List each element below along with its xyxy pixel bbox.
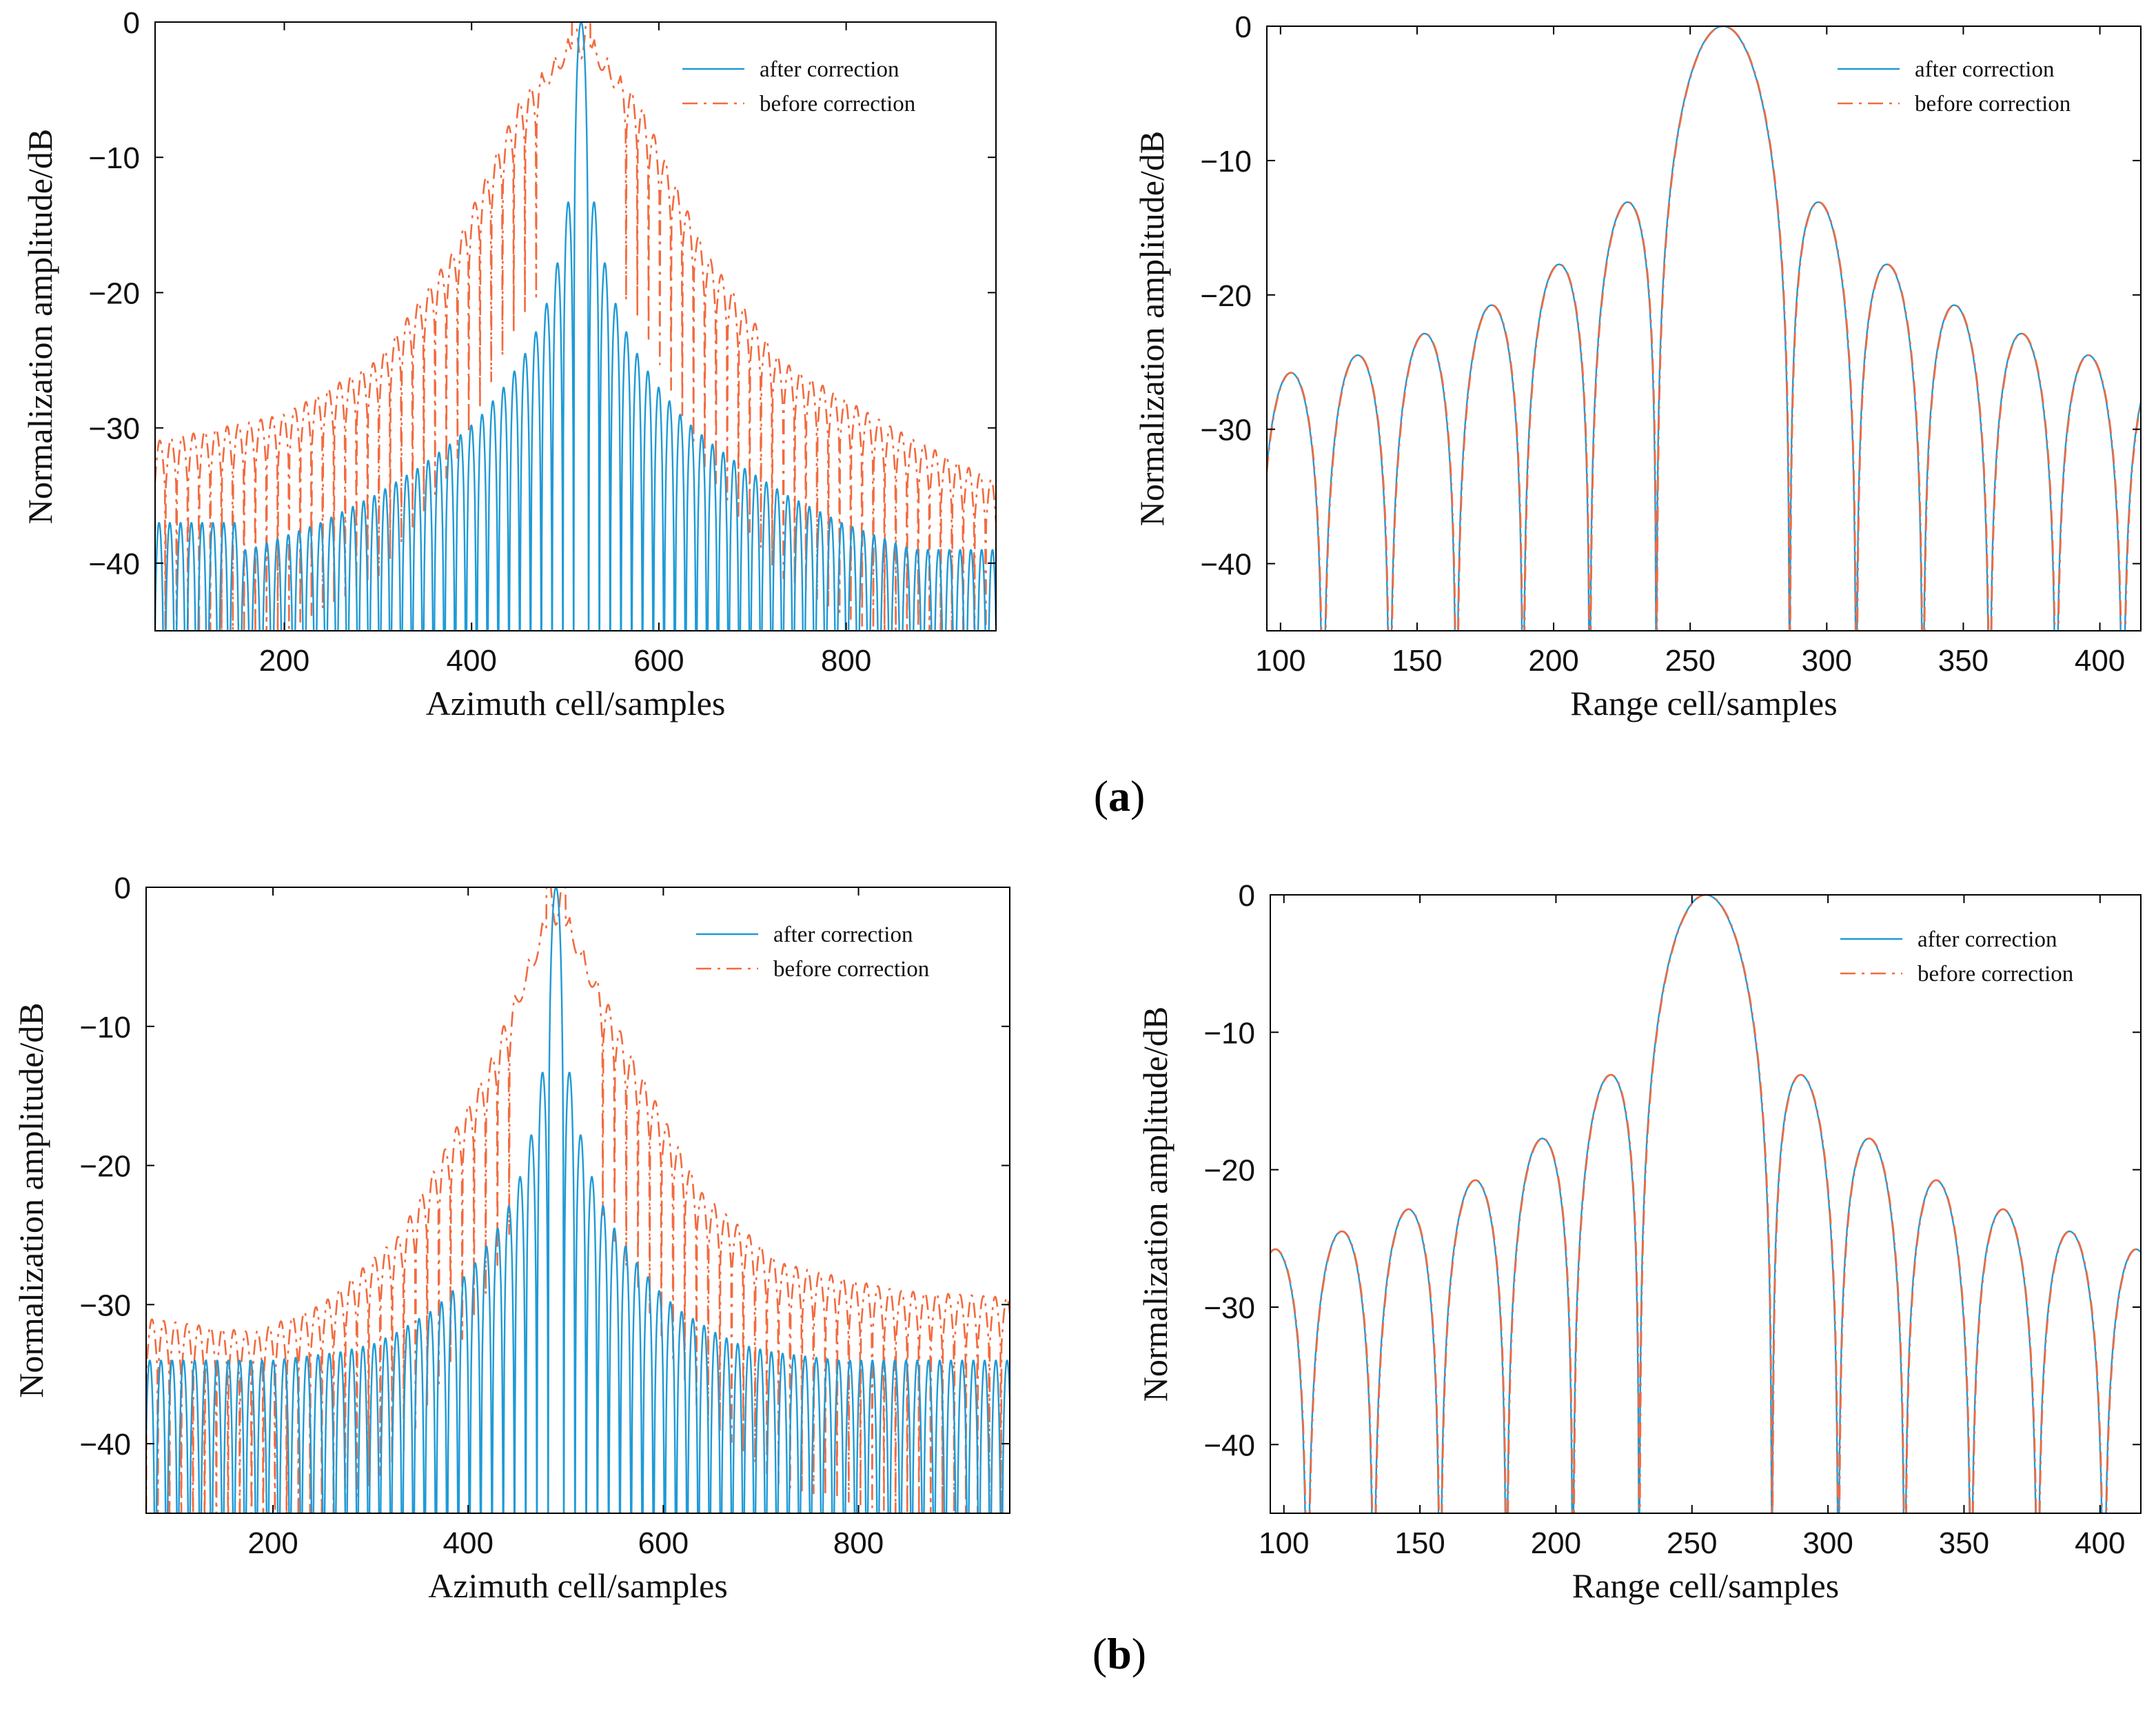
- x-tick-label: 800: [821, 644, 871, 678]
- chart-b-azimuth: 200 400 600 800 0 −10 −20 −30 −40 Azimuth cell/sa…: [12, 871, 1010, 1605]
- x-tick-label: 800: [833, 1526, 884, 1560]
- chart-b-range: 100 150 200 250 300 350 400 0 −10 −20 −30 −40 Range …: [1136, 879, 2142, 1605]
- x-axis-label: Azimuth cell/samples: [428, 1566, 728, 1605]
- y-tick-label: −10: [1203, 1016, 1255, 1050]
- x-tick-label: 400: [446, 644, 496, 678]
- legend-label: before correction: [773, 957, 929, 982]
- x-tick-label: 600: [638, 1526, 689, 1560]
- y-tick-label: −30: [1200, 414, 1252, 447]
- x-tick-label: 350: [1939, 1526, 1989, 1560]
- x-tick-label: 150: [1394, 1526, 1445, 1560]
- y-tick-label: −10: [79, 1011, 131, 1044]
- x-tick-label: 400: [2075, 644, 2125, 678]
- y-tick-label: −10: [1200, 145, 1252, 179]
- y-tick-label: −20: [1200, 279, 1252, 313]
- x-tick-label: 250: [1667, 1526, 1717, 1560]
- x-tick-label: 300: [1802, 644, 1852, 678]
- legend-label: after correction: [1918, 927, 2057, 952]
- legend: after correction before correction: [1840, 927, 2073, 987]
- y-tick-label: −20: [79, 1150, 131, 1184]
- chart-a-azimuth: 200 400 600 800 0 −10 −20 −30 −40 Azimuth cell/sa…: [21, 6, 997, 722]
- y-tick-label: −30: [79, 1288, 131, 1322]
- caption-a: (a): [1094, 771, 1146, 820]
- y-tick-label: −40: [79, 1428, 131, 1462]
- axes-frame: [145, 887, 1010, 1514]
- axes-frame: [154, 21, 997, 631]
- y-axis-label: Normalization amplitude/dB: [21, 129, 59, 525]
- legend-label: before correction: [1915, 92, 2071, 117]
- y-axis-label: Normalization amplitude/dB: [12, 1002, 50, 1398]
- series-line-before-correction: [1267, 26, 2141, 631]
- y-tick-label: −40: [1203, 1428, 1255, 1462]
- x-tick-label: 300: [1802, 1526, 1853, 1560]
- x-tick-label: 200: [1528, 644, 1578, 678]
- chart-a-range: 100 150 200 250 300 350 400 0 −10 −20 −30 −40 Range …: [1132, 10, 2142, 722]
- x-tick-label: 200: [247, 1526, 298, 1560]
- x-tick-label: 100: [1259, 1526, 1309, 1560]
- y-tick-label: −20: [1203, 1154, 1255, 1188]
- series-line-after-correction: [146, 887, 1010, 1513]
- y-tick-label: 0: [114, 871, 131, 905]
- series-line-before-correction: [146, 887, 1010, 1513]
- axes-frame: [1270, 894, 2142, 1514]
- series-line-before-correction: [155, 22, 996, 631]
- axes-frame: [1266, 26, 2142, 631]
- legend-label: after correction: [760, 57, 899, 82]
- x-tick-label: 600: [633, 644, 684, 678]
- y-tick-label: −30: [88, 412, 140, 446]
- x-tick-label: 150: [1392, 644, 1442, 678]
- x-tick-label: 200: [1531, 1526, 1581, 1560]
- y-tick-label: −20: [88, 276, 140, 310]
- x-tick-label: 400: [2075, 1526, 2125, 1560]
- x-axis-label: Range cell/samples: [1572, 1566, 1839, 1605]
- y-tick-label: 0: [1235, 10, 1252, 44]
- legend: after correction before correction: [1838, 57, 2071, 117]
- legend-label: before correction: [1918, 962, 2073, 987]
- caption-b: (b): [1092, 1629, 1146, 1678]
- x-tick-label: 100: [1255, 644, 1305, 678]
- x-tick-label: 200: [259, 644, 309, 678]
- x-tick-label: 400: [443, 1526, 494, 1560]
- legend-label: before correction: [760, 92, 915, 117]
- series-line-after-correction: [155, 22, 996, 631]
- x-tick-label: 350: [1938, 644, 1989, 678]
- y-tick-label: −40: [88, 547, 140, 581]
- y-tick-label: −30: [1203, 1291, 1255, 1325]
- y-tick-label: −10: [88, 141, 140, 175]
- x-axis-label: Range cell/samples: [1570, 684, 1837, 722]
- y-tick-label: 0: [1239, 879, 1255, 913]
- legend: after correction before correction: [696, 922, 929, 982]
- x-axis-label: Azimuth cell/samples: [426, 684, 726, 722]
- legend-label: after correction: [1915, 57, 2054, 82]
- legend: after correction before correction: [682, 57, 915, 117]
- x-tick-label: 250: [1665, 644, 1715, 678]
- legend-label: after correction: [773, 922, 913, 947]
- y-tick-label: 0: [123, 6, 140, 40]
- series-line-before-correction: [1270, 895, 2141, 1513]
- y-tick-label: −40: [1200, 548, 1252, 582]
- y-axis-label: Normalization amplitude/dB: [1136, 1007, 1174, 1402]
- y-axis-label: Normalization amplitude/dB: [1132, 131, 1171, 527]
